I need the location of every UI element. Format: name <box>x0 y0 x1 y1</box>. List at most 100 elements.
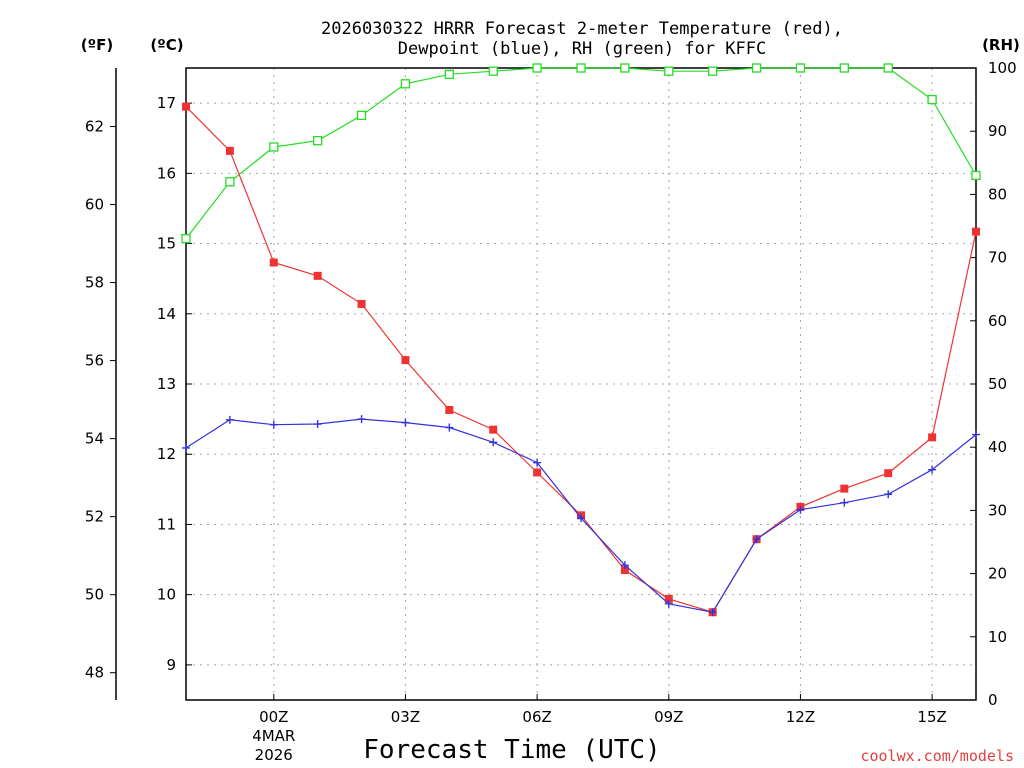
rh-tick-label: 80 <box>988 185 1007 203</box>
celsius-tick-label: 16 <box>157 164 176 182</box>
dewpoint-point <box>884 490 893 499</box>
celsius-tick-label: 13 <box>157 375 176 393</box>
rh-point <box>400 79 411 89</box>
dewpoint-point <box>752 535 761 544</box>
celsius-tick-label: 11 <box>157 515 176 533</box>
fahrenheit-tick-label: 54 <box>85 430 104 448</box>
dewpoint-point <box>445 423 454 432</box>
rh-tick-label: 100 <box>988 59 1017 77</box>
grid <box>186 68 976 700</box>
rh-tick-label: 10 <box>988 628 1007 646</box>
dewpoint-point <box>269 420 278 429</box>
celsius-tick-label: 9 <box>166 656 176 674</box>
fahrenheit-tick-label: 60 <box>85 196 104 214</box>
fahrenheit-tick-label: 56 <box>85 352 104 370</box>
temperature-point <box>664 594 673 603</box>
rh-tick-label: 90 <box>988 122 1007 140</box>
dewpoint-point <box>225 415 234 424</box>
fahrenheit-tick-label: 52 <box>85 508 104 526</box>
rh-point <box>444 69 454 79</box>
dewpoint-point <box>928 465 937 474</box>
rh-tick-label: 60 <box>988 312 1007 330</box>
temperature-line <box>185 106 977 613</box>
rh-point <box>883 63 893 73</box>
dewpoint-point <box>708 608 717 617</box>
dewpoint-point <box>533 458 542 467</box>
dewpoint-point <box>620 561 629 570</box>
chart-title-line-2: Dewpoint (blue), RH (green) for KFFC <box>398 39 766 59</box>
rh-point <box>356 110 367 121</box>
x-tick-label: 12Z <box>786 708 815 726</box>
axes: 9 10 11 12 13 14 15 16 17 48 50 52 54 56 58 60 62 0 10 20 30… <box>85 59 1017 764</box>
temperature-point <box>533 468 542 477</box>
temperature-point <box>357 299 366 308</box>
dewpoint-point <box>796 505 805 514</box>
rh-tick-label: 70 <box>988 249 1007 267</box>
temperature-point <box>840 484 849 493</box>
x-tick-label: 15Z <box>917 708 946 726</box>
celsius-tick-label: 12 <box>157 445 176 463</box>
temperature-point <box>182 102 190 111</box>
rh-unit-label: (RH) <box>982 36 1020 54</box>
temperature-point <box>620 566 629 575</box>
fahrenheit-tick-label: 48 <box>85 664 104 682</box>
chart-title-line-1: 2026030322 HRRR Forecast 2-meter Tempera… <box>321 19 843 39</box>
x-tick-label: 06Z <box>522 708 551 726</box>
fahrenheit-tick-label: 58 <box>85 274 104 292</box>
dewpoint-point <box>489 438 498 447</box>
celsius-unit-label: (ºC) <box>150 36 183 54</box>
rh-point <box>971 170 981 181</box>
credit-label: coolwx.com/models <box>860 747 1014 765</box>
x-tick-label: 09Z <box>654 708 683 726</box>
x-tick-date-label: 4MAR <box>252 727 295 745</box>
rh-point <box>532 63 542 73</box>
dewpoint-point <box>182 443 190 452</box>
rh-point <box>708 66 718 76</box>
rh-point <box>620 63 630 73</box>
rh-line <box>185 67 977 239</box>
rh-tick-label: 30 <box>988 501 1007 519</box>
temperature-point <box>269 258 278 267</box>
rh-point <box>751 63 762 73</box>
dewpoint-point <box>577 514 585 523</box>
rh-point <box>664 66 674 76</box>
temperature-point <box>884 469 893 478</box>
dewpoint-point <box>664 599 673 608</box>
rh-tick-label: 0 <box>988 691 998 709</box>
x-axis-label: Forecast Time (UTC) <box>363 735 660 765</box>
rh-point <box>488 66 498 76</box>
rh-tick-label: 20 <box>988 565 1007 583</box>
rh-point <box>927 94 937 105</box>
dewpoint-point <box>840 498 849 507</box>
temperature-point <box>313 271 322 280</box>
rh-point <box>181 233 191 244</box>
fahrenheit-tick-label: 50 <box>85 586 104 604</box>
x-tick-label: 03Z <box>391 708 420 726</box>
plot-frame <box>185 67 977 701</box>
rh-point <box>313 136 323 146</box>
dewpoint-point <box>972 430 980 439</box>
celsius-tick-label: 17 <box>157 94 176 112</box>
rh-point <box>795 63 806 73</box>
dewpoint-point <box>357 415 366 424</box>
fahrenheit-tick-label: 62 <box>85 118 104 136</box>
rh-tick-label: 50 <box>988 375 1007 393</box>
rh-point <box>576 63 586 73</box>
temperature-point <box>225 146 234 155</box>
temperature-point <box>401 356 410 365</box>
celsius-tick-label: 15 <box>157 235 176 253</box>
temperature-point <box>928 433 937 442</box>
celsius-tick-label: 10 <box>157 586 176 604</box>
temperature-point <box>489 425 498 434</box>
rh-point <box>269 142 279 152</box>
dewpoint-point <box>401 418 410 427</box>
rh-point <box>839 63 849 73</box>
temperature-point <box>445 405 454 414</box>
rh-tick-label: 40 <box>988 438 1007 456</box>
rh-point <box>225 177 235 187</box>
dewpoint-point <box>313 420 322 429</box>
fahrenheit-unit-label: (ºF) <box>81 36 113 54</box>
celsius-tick-label: 14 <box>157 305 176 323</box>
x-tick-label: 00Z <box>259 708 288 726</box>
